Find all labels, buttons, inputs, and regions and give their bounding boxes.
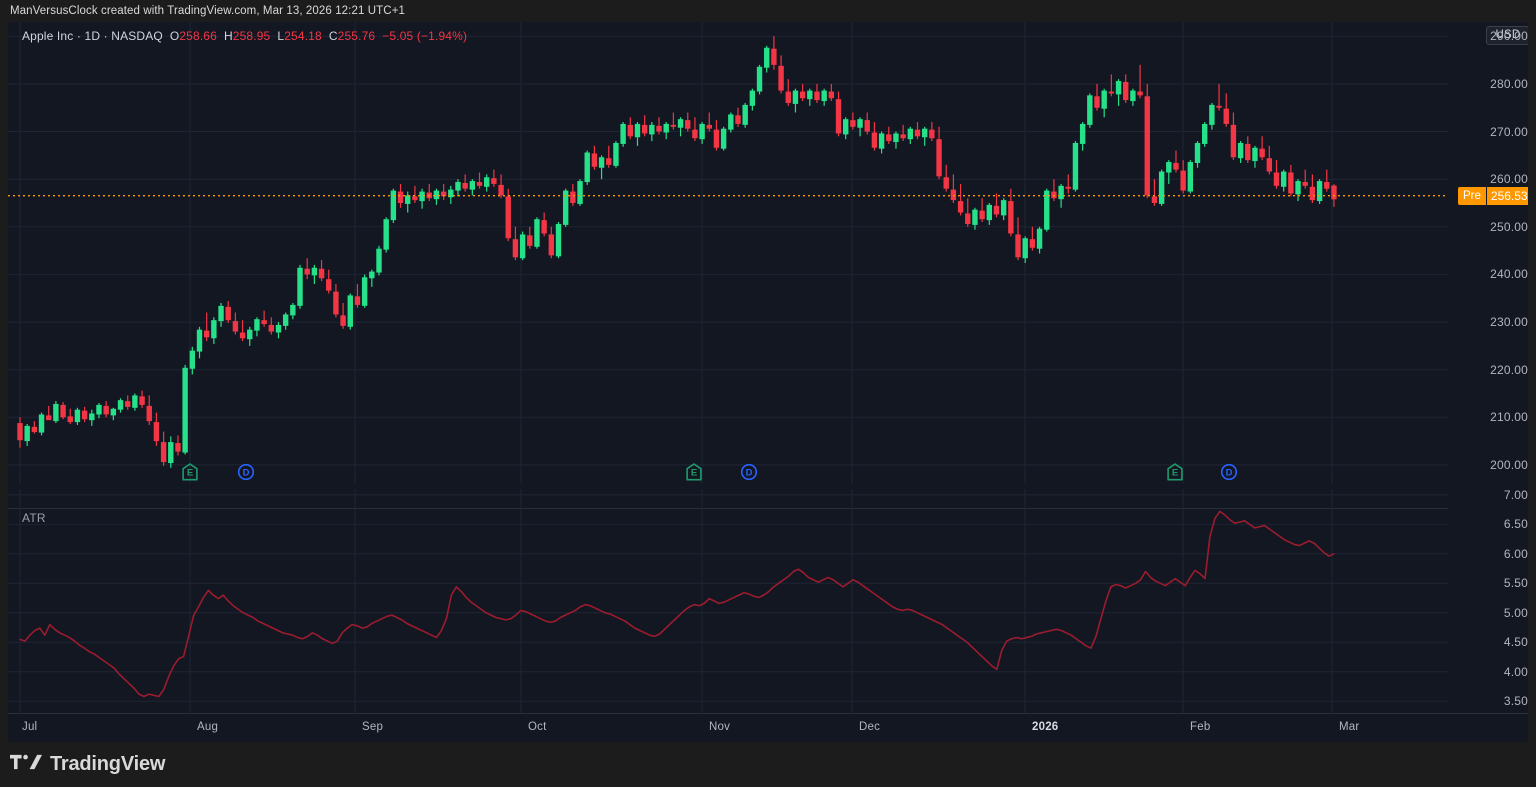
last-price-value: 256.53: [1486, 186, 1528, 205]
svg-text:E: E: [691, 468, 697, 479]
price-pane[interactable]: [8, 22, 1448, 484]
session-tag: Pre: [1458, 186, 1486, 205]
legend-low-value: 254.18: [284, 29, 322, 43]
price-axis[interactable]: USD 290.00 280.00 270.00 260.00 250.00 240.00…: [1448, 22, 1528, 713]
atr-tick-label: 4.50: [1503, 635, 1528, 650]
time-tick-label: Dec: [859, 721, 881, 733]
price-tick-label: 280.00: [1490, 76, 1528, 91]
price-tick-label: 260.00: [1490, 172, 1528, 187]
svg-text:E: E: [1172, 468, 1178, 479]
svg-text:D: D: [1226, 468, 1233, 479]
right-gutter: [1528, 22, 1536, 742]
legend-sep-2: ·: [100, 29, 112, 43]
atr-tick-label: 4.00: [1503, 664, 1528, 679]
last-price-badge[interactable]: Pre 256.53: [1458, 186, 1528, 205]
candlestick-series: [17, 36, 1337, 468]
atr-tick-label: 7.00: [1503, 487, 1528, 502]
dividend-marker-icon[interactable]: D: [237, 463, 256, 482]
legend-high-value: 258.95: [232, 29, 271, 43]
atr-legend-label[interactable]: ATR: [22, 511, 46, 525]
svg-text:D: D: [243, 468, 250, 479]
attribution-text: ManVersusClock created with TradingView.…: [0, 0, 1536, 22]
last-price-line: [8, 194, 1448, 197]
time-tick-label: Nov: [709, 721, 731, 733]
svg-text:D: D: [746, 468, 753, 479]
price-tick-label: 240.00: [1490, 267, 1528, 282]
legend-interval: 1D: [84, 29, 101, 43]
time-tick-label: Sep: [362, 721, 384, 733]
time-tick-label: 2026: [1032, 721, 1059, 733]
earnings-marker-icon[interactable]: E: [685, 463, 704, 482]
chart-legend: Apple Inc · 1D · NASDAQ O258.66 H258.95 L25…: [22, 28, 467, 44]
earnings-marker-icon[interactable]: E: [181, 463, 200, 482]
legend-change: −5.05 (−1.94%): [382, 29, 468, 43]
legend-open-key: O: [169, 29, 180, 43]
earnings-marker-icon[interactable]: E: [1166, 463, 1185, 482]
atr-pane[interactable]: [8, 489, 1448, 713]
atr-tick-label: 5.50: [1503, 576, 1528, 591]
plot-area[interactable]: Apple Inc · 1D · NASDAQ O258.66 H258.95 L25…: [8, 22, 1528, 742]
price-tick-label: 230.00: [1490, 315, 1528, 330]
price-tick-label: 220.00: [1490, 362, 1528, 377]
time-axis[interactable]: Jul Aug Sep Oct Nov Dec 2026 Feb Mar: [8, 713, 1528, 742]
time-tick-label: Mar: [1339, 721, 1360, 733]
price-tick-label: 290.00: [1490, 29, 1528, 44]
legend-high-key: H: [223, 29, 233, 43]
atr-tick-label: 6.50: [1503, 517, 1528, 532]
tradingview-brand[interactable]: TradingView: [10, 752, 165, 777]
pane-separator[interactable]: [8, 508, 1528, 509]
left-gutter: [0, 22, 8, 742]
atr-tick-label: 6.00: [1503, 546, 1528, 561]
price-tick-label: 270.00: [1490, 124, 1528, 139]
currency-badge[interactable]: USD: [1486, 26, 1528, 45]
atr-tick-label: 5.00: [1503, 605, 1528, 620]
chart-frame: Apple Inc · 1D · NASDAQ O258.66 H258.95 L25…: [0, 22, 1536, 742]
atr-tick-label: 3.50: [1503, 694, 1528, 709]
legend-close-key: C: [328, 29, 338, 43]
time-tick-label: Feb: [1190, 721, 1211, 733]
legend-exchange: NASDAQ: [111, 29, 163, 43]
price-tick-label: 200.00: [1490, 457, 1528, 472]
time-tick-label: Aug: [197, 721, 219, 733]
legend-open-value: 258.66: [179, 29, 217, 43]
tradingview-wordmark: TradingView: [50, 753, 166, 775]
tradingview-logo-icon: [10, 752, 42, 777]
footer-bar: TradingView: [0, 742, 1536, 787]
time-tick-label: Oct: [528, 721, 547, 733]
price-tick-label: 250.00: [1490, 219, 1528, 234]
atr-line-series: [19, 510, 1335, 698]
dividend-marker-icon[interactable]: D: [740, 463, 759, 482]
atr-gridlines: [8, 489, 1448, 713]
legend-sep-1: ·: [73, 29, 85, 43]
dividend-marker-icon[interactable]: D: [1220, 463, 1239, 482]
time-tick-label: Jul: [22, 721, 38, 733]
svg-text:E: E: [187, 468, 193, 479]
legend-symbol: Apple Inc: [22, 29, 74, 43]
price-tick-label: 210.00: [1490, 410, 1528, 425]
legend-close-value: 255.76: [337, 29, 376, 43]
legend-low-key: L: [277, 29, 285, 43]
